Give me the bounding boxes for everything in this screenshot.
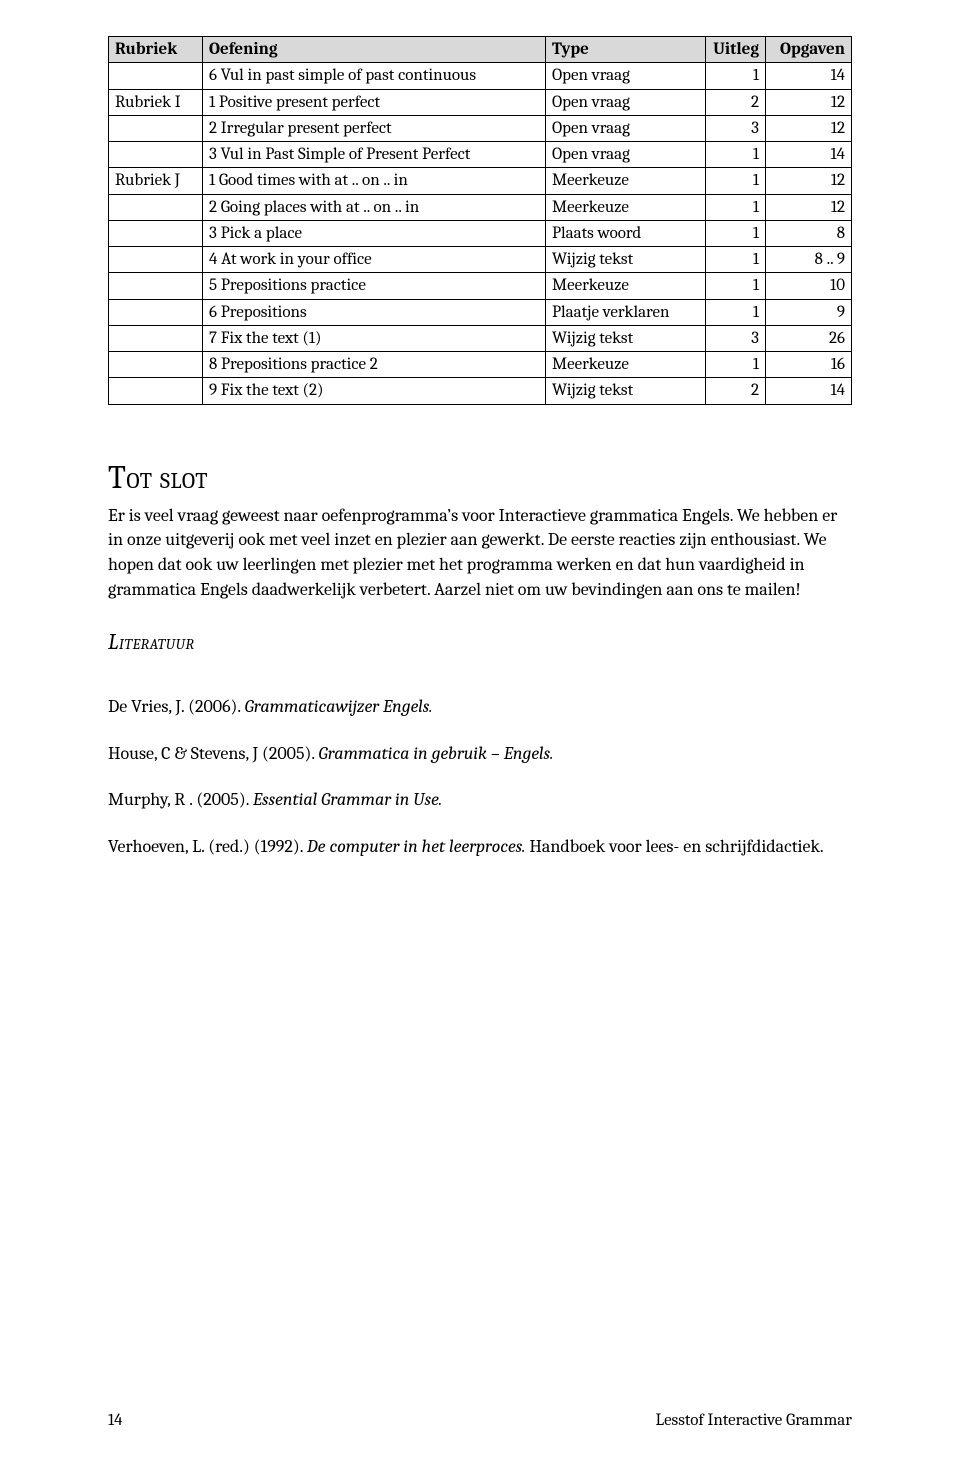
cell-uitleg: 3 — [706, 325, 766, 351]
cell-rubriek: Rubriek I — [109, 89, 203, 115]
cell-rubriek — [109, 247, 203, 273]
cell-uitleg: 3 — [706, 115, 766, 141]
page-footer: 14 Lesstof Interactive Grammar — [108, 1411, 852, 1430]
cell-type: Meerkeuze — [546, 194, 706, 220]
cell-uitleg: 1 — [706, 247, 766, 273]
reference-entry: De Vries, J. (2006). Grammaticawijzer En… — [108, 695, 852, 720]
reference-title: De computer in het leerproces. — [307, 836, 526, 857]
cell-opgaven: 12 — [766, 89, 852, 115]
cell-rubriek: Rubriek J — [109, 168, 203, 194]
cell-oefening: 2 Irregular present perfect — [203, 115, 546, 141]
cell-rubriek — [109, 299, 203, 325]
cell-type: Meerkeuze — [546, 352, 706, 378]
cell-oefening: 7 Fix the text (1) — [203, 325, 546, 351]
table-row: 6 PrepositionsPlaatje verklaren19 — [109, 299, 852, 325]
cell-oefening: 1 Good times with at .. on .. in — [203, 168, 546, 194]
cell-opgaven: 14 — [766, 63, 852, 89]
cell-type: Meerkeuze — [546, 168, 706, 194]
cell-rubriek — [109, 220, 203, 246]
cell-type: Wijzig tekst — [546, 325, 706, 351]
cell-uitleg: 1 — [706, 299, 766, 325]
cell-uitleg: 2 — [706, 89, 766, 115]
cell-rubriek — [109, 115, 203, 141]
cell-opgaven: 8 — [766, 220, 852, 246]
reference-title: Essential Grammar in Use. — [253, 789, 442, 810]
cell-oefening: 3 Pick a place — [203, 220, 546, 246]
cell-uitleg: 1 — [706, 220, 766, 246]
cell-opgaven: 26 — [766, 325, 852, 351]
cell-type: Meerkeuze — [546, 273, 706, 299]
exercise-table: Rubriek Oefening Type Uitleg Opgaven 6 V… — [108, 36, 852, 405]
cell-opgaven: 12 — [766, 194, 852, 220]
cell-rubriek — [109, 273, 203, 299]
cell-uitleg: 1 — [706, 63, 766, 89]
cell-type: Plaats woord — [546, 220, 706, 246]
th-uitleg: Uitleg — [706, 37, 766, 63]
cell-rubriek — [109, 63, 203, 89]
cell-opgaven: 14 — [766, 378, 852, 404]
cell-type: Open vraag — [546, 115, 706, 141]
table-row: 2 Going places with at .. on .. inMeerke… — [109, 194, 852, 220]
cell-oefening: 6 Vul in past simple of past continuous — [203, 63, 546, 89]
table-header-row: Rubriek Oefening Type Uitleg Opgaven — [109, 37, 852, 63]
cell-type: Plaatje verklaren — [546, 299, 706, 325]
table-row: 4 At work in your officeWijzig tekst18 .… — [109, 247, 852, 273]
th-opgaven: Opgaven — [766, 37, 852, 63]
cell-rubriek — [109, 352, 203, 378]
cell-oefening: 6 Prepositions — [203, 299, 546, 325]
th-oefening: Oefening — [203, 37, 546, 63]
cell-opgaven: 9 — [766, 299, 852, 325]
cell-rubriek — [109, 142, 203, 168]
table-row: 2 Irregular present perfectOpen vraag312 — [109, 115, 852, 141]
cell-type: Wijzig tekst — [546, 247, 706, 273]
cell-uitleg: 1 — [706, 168, 766, 194]
cell-opgaven: 12 — [766, 168, 852, 194]
table-row: 7 Fix the text (1)Wijzig tekst326 — [109, 325, 852, 351]
page-number: 14 — [108, 1411, 123, 1430]
reference-title: Grammaticawijzer Engels. — [245, 696, 433, 717]
cell-type: Open vraag — [546, 63, 706, 89]
table-row: Rubriek I1 Positive present perfectOpen … — [109, 89, 852, 115]
reference-entry: Verhoeven, L. (red.) (1992). De computer… — [108, 835, 852, 860]
cell-opgaven: 8 .. 9 — [766, 247, 852, 273]
literatuur-heading: Literatuur — [108, 629, 852, 655]
cell-opgaven: 12 — [766, 115, 852, 141]
cell-oefening: 4 At work in your office — [203, 247, 546, 273]
cell-type: Open vraag — [546, 142, 706, 168]
cell-opgaven: 10 — [766, 273, 852, 299]
reference-title: Grammatica in gebruik – Engels. — [319, 743, 554, 764]
table-row: 8 Prepositions practice 2Meerkeuze116 — [109, 352, 852, 378]
cell-type: Wijzig tekst — [546, 378, 706, 404]
th-rubriek: Rubriek — [109, 37, 203, 63]
cell-uitleg: 1 — [706, 273, 766, 299]
cell-oefening: 9 Fix the text (2) — [203, 378, 546, 404]
cell-uitleg: 2 — [706, 378, 766, 404]
cell-opgaven: 14 — [766, 142, 852, 168]
table-row: Rubriek J1 Good times with at .. on .. i… — [109, 168, 852, 194]
footer-title: Lesstof Interactive Grammar — [656, 1411, 852, 1430]
cell-type: Open vraag — [546, 89, 706, 115]
table-row: 6 Vul in past simple of past continuousO… — [109, 63, 852, 89]
th-type: Type — [546, 37, 706, 63]
reference-entry: House, C & Stevens, J (2005). Grammatica… — [108, 742, 852, 767]
table-row: 3 Vul in Past Simple of Present PerfectO… — [109, 142, 852, 168]
cell-oefening: 8 Prepositions practice 2 — [203, 352, 546, 378]
reference-entry: Murphy, R . (2005). Essential Grammar in… — [108, 788, 852, 813]
cell-uitleg: 1 — [706, 142, 766, 168]
cell-oefening: 3 Vul in Past Simple of Present Perfect — [203, 142, 546, 168]
tot-slot-heading: Tot slot — [108, 459, 852, 496]
cell-rubriek — [109, 194, 203, 220]
tot-slot-body: Er is veel vraag geweest naar oefenprogr… — [108, 504, 852, 603]
cell-oefening: 2 Going places with at .. on .. in — [203, 194, 546, 220]
cell-oefening: 5 Prepositions practice — [203, 273, 546, 299]
cell-opgaven: 16 — [766, 352, 852, 378]
cell-rubriek — [109, 378, 203, 404]
cell-uitleg: 1 — [706, 352, 766, 378]
cell-oefening: 1 Positive present perfect — [203, 89, 546, 115]
cell-rubriek — [109, 325, 203, 351]
table-row: 9 Fix the text (2)Wijzig tekst214 — [109, 378, 852, 404]
cell-uitleg: 1 — [706, 194, 766, 220]
table-row: 3 Pick a placePlaats woord18 — [109, 220, 852, 246]
table-row: 5 Prepositions practiceMeerkeuze110 — [109, 273, 852, 299]
